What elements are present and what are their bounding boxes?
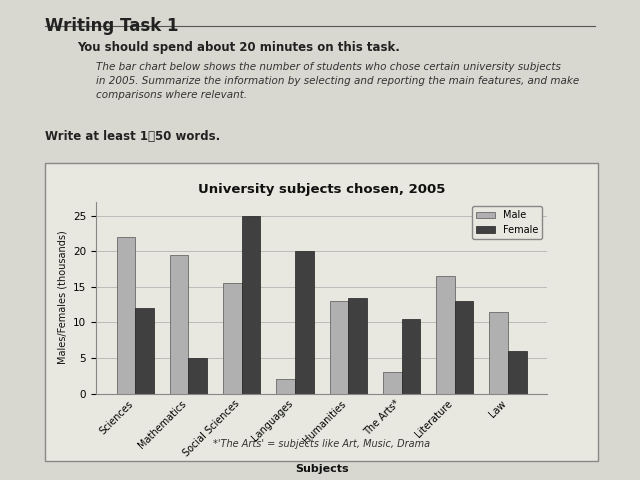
Bar xyxy=(242,216,260,394)
Y-axis label: Males/Females (thousands): Males/Females (thousands) xyxy=(58,231,67,364)
Text: The bar chart below shows the number of students who chose certain university su: The bar chart below shows the number of … xyxy=(96,62,579,100)
Text: Write at least 1͐50 words.: Write at least 1͐50 words. xyxy=(45,130,220,143)
Bar xyxy=(508,351,527,394)
Text: Writing Task 1: Writing Task 1 xyxy=(45,17,179,35)
Bar xyxy=(383,372,401,394)
X-axis label: Subjects: Subjects xyxy=(295,464,348,474)
Bar xyxy=(401,319,420,394)
Bar xyxy=(455,301,474,394)
Bar xyxy=(170,255,188,394)
Text: You should spend about 20 minutes on this task.: You should spend about 20 minutes on thi… xyxy=(77,41,399,54)
Bar xyxy=(45,163,598,461)
Bar xyxy=(490,312,508,394)
Bar xyxy=(295,252,314,394)
Bar xyxy=(116,237,135,394)
Title: University subjects chosen, 2005: University subjects chosen, 2005 xyxy=(198,183,445,196)
Text: *'The Arts' = subjects like Art, Music, Drama: *'The Arts' = subjects like Art, Music, … xyxy=(213,439,430,449)
Bar xyxy=(276,379,295,394)
Bar xyxy=(330,301,348,394)
Bar xyxy=(188,358,207,394)
Bar xyxy=(135,308,154,394)
Bar xyxy=(436,276,455,394)
Bar xyxy=(223,283,242,394)
Bar xyxy=(348,298,367,394)
Legend: Male, Female: Male, Female xyxy=(472,206,542,239)
